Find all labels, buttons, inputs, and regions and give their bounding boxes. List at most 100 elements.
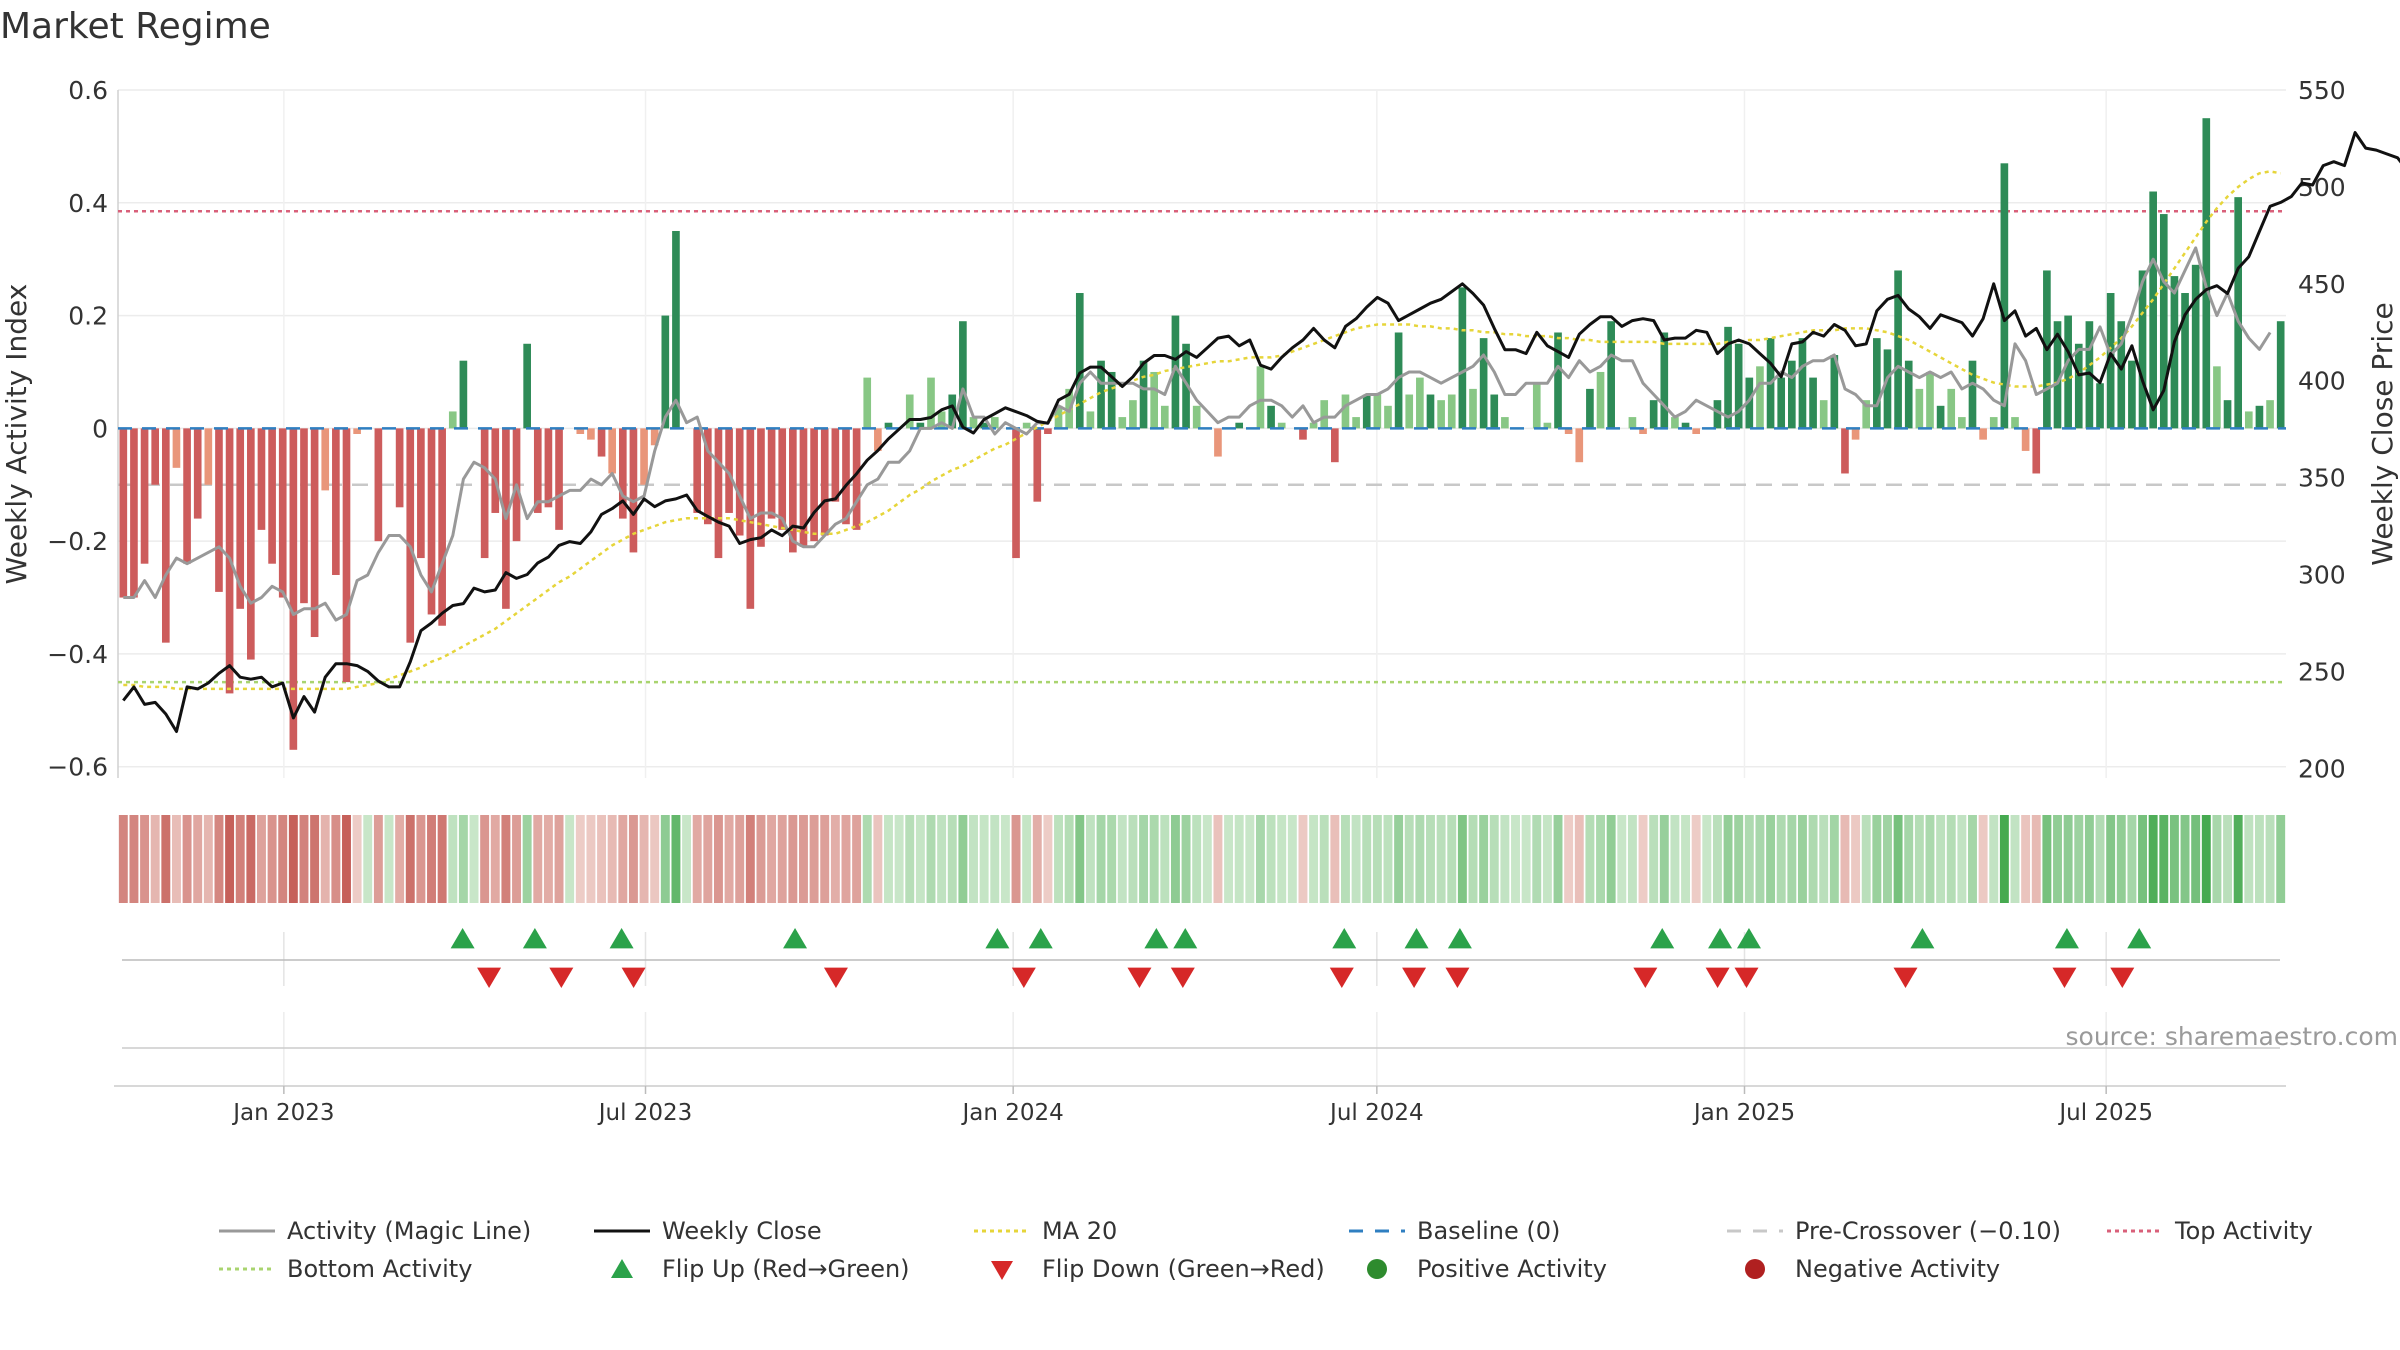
- regime-strip-cell: [448, 815, 458, 903]
- regime-strip-cell: [405, 815, 415, 903]
- activity-bar: [820, 428, 829, 536]
- regime-strip-cell: [118, 815, 128, 903]
- activity-bar: [236, 428, 245, 609]
- regime-strip-cell: [140, 815, 150, 903]
- activity-bar: [533, 428, 542, 513]
- regime-strip-cell: [1797, 815, 1807, 903]
- activity-bar: [937, 411, 946, 429]
- regime-strip-cell: [1128, 815, 1138, 903]
- activity-bar: [140, 428, 149, 564]
- activity-bar: [1394, 332, 1403, 429]
- regime-strip-cell: [1085, 815, 1095, 903]
- activity-bar: [990, 417, 999, 429]
- y2-tick-label: 400: [2298, 367, 2346, 396]
- y2-tick-label: 450: [2298, 270, 2346, 299]
- regime-strip-cell: [947, 815, 957, 903]
- legend-item: Bottom Activity: [215, 1250, 590, 1288]
- activity-bar: [831, 428, 840, 502]
- activity-bar: [1012, 428, 1020, 559]
- activity-bar: [1596, 371, 1605, 429]
- activity-bar: [1150, 371, 1159, 429]
- y-tick-label: −0.2: [47, 527, 108, 556]
- activity-bar: [374, 428, 383, 542]
- regime-strip-cell: [129, 815, 139, 903]
- regime-strip-cell: [2106, 815, 2116, 903]
- flip-down-marker: [1705, 967, 1730, 988]
- activity-bar: [1469, 388, 1477, 429]
- regime-strip-cell: [1606, 815, 1616, 903]
- legend-swatch-icon: [974, 1229, 1030, 1233]
- legend-swatch-icon: [219, 1229, 275, 1233]
- regime-strip-cell: [713, 815, 723, 903]
- regime-strip-cell: [2053, 815, 2062, 903]
- regime-strip-cell: [1139, 815, 1149, 903]
- regime-strip-cell: [756, 815, 766, 903]
- legend-swatch-icon: [2107, 1229, 2163, 1233]
- activity-bar: [1787, 360, 1796, 429]
- regime-strip-cell: [990, 815, 1000, 903]
- activity-bar: [2202, 118, 2211, 429]
- activity-bar: [2170, 276, 2179, 429]
- activity-bar: [629, 428, 638, 553]
- activity-bar: [193, 428, 202, 519]
- activity-bar: [842, 428, 850, 525]
- flip-down-marker: [1170, 967, 1195, 988]
- flip-down-marker: [2110, 967, 2135, 988]
- legend-item: MA 20: [970, 1212, 1345, 1250]
- regime-strip-cell: [1553, 815, 1563, 903]
- chart-legend: Activity (Magic Line) Weekly Close MA 20 Ba…: [215, 1212, 2365, 1292]
- regime-strip-cell: [1957, 815, 1967, 903]
- activity-bar: [1352, 417, 1360, 429]
- regime-strip-cell: [1054, 815, 1063, 903]
- regime-strip-cell: [1585, 815, 1595, 903]
- activity-bar: [1033, 428, 1042, 502]
- activity-bar: [438, 428, 446, 626]
- magic-line: [123, 246, 2272, 622]
- regime-strip-cell: [788, 815, 798, 903]
- activity-bar: [278, 428, 287, 598]
- regime-strip-cell: [745, 815, 755, 903]
- activity-bar: [2223, 400, 2232, 429]
- regime-strip-cell: [1723, 815, 1733, 903]
- activity-bar: [1819, 400, 1828, 429]
- legend-label: Activity (Magic Line): [287, 1217, 532, 1245]
- legend-label: Pre-Crossover (−0.10): [1795, 1217, 2062, 1245]
- x-tick-label: Jan 2025: [1692, 1100, 1795, 1126]
- legend-swatch-icon: [611, 1259, 633, 1278]
- regime-strip-cell: [2223, 815, 2233, 903]
- activity-bar: [640, 428, 648, 485]
- regime-strip-cell: [1277, 815, 1287, 903]
- activity-bar: [1926, 371, 1934, 429]
- regime-strip-cell: [884, 815, 893, 903]
- activity-bar: [172, 428, 181, 468]
- activity-bar: [1915, 388, 1924, 429]
- regime-strip-cell: [1851, 815, 1861, 903]
- regime-strip-cell: [1702, 815, 1712, 903]
- flip-up-marker: [1404, 928, 1429, 949]
- activity-bar: [2064, 315, 2072, 429]
- regime-strip-cell: [203, 815, 213, 903]
- y2-tick-label: 350: [2298, 464, 2346, 493]
- activity-bar: [1075, 293, 1084, 429]
- activity-bar: [544, 428, 553, 508]
- activity-bar: [1851, 428, 1860, 440]
- regime-strip-cell: [1341, 815, 1350, 903]
- regime-strip-cell: [2159, 815, 2169, 903]
- activity-bar: [2266, 400, 2274, 429]
- regime-strip-cell: [331, 815, 341, 903]
- regime-strip-cell: [1213, 815, 1223, 903]
- activity-bar: [1235, 422, 1244, 429]
- activity-bar: [714, 428, 723, 559]
- activity-bar: [1586, 388, 1594, 429]
- regime-strip-cell: [373, 815, 383, 903]
- activity-bar: [2276, 321, 2285, 429]
- activity-bar: [1373, 394, 1382, 429]
- activity-bar: [2138, 270, 2147, 429]
- regime-strip-cell: [1383, 815, 1393, 903]
- activity-bar: [905, 394, 914, 429]
- activity-bar: [927, 377, 935, 429]
- regime-strip-cell: [1457, 815, 1467, 903]
- activity-bar: [980, 422, 988, 429]
- regime-strip-cell: [1564, 815, 1574, 903]
